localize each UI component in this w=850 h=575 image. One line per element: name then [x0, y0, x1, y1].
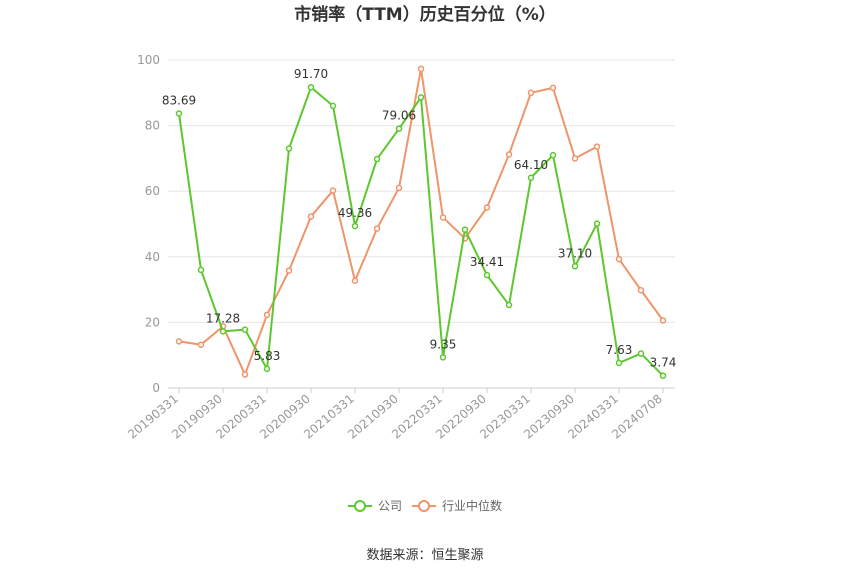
y-tick-label: 40 [145, 250, 160, 264]
data-point-1 [329, 187, 337, 194]
y-tick-label: 100 [137, 53, 160, 67]
data-point-0 [197, 266, 205, 274]
y-tick-label: 80 [145, 119, 160, 133]
data-label: 9.35 [430, 337, 457, 351]
data-point-0 [263, 365, 271, 373]
data-point-1 [241, 371, 249, 378]
data-point-0 [175, 110, 183, 117]
data-point-1 [615, 255, 623, 263]
data-point-1 [593, 143, 601, 150]
y-tick-label: 0 [152, 381, 160, 395]
data-point-0 [505, 301, 513, 309]
data-point-0 [241, 326, 249, 333]
data-label: 37.10 [558, 246, 592, 260]
data-point-0 [593, 220, 601, 227]
data-point-1 [637, 287, 645, 294]
data-label: 7.63 [606, 343, 633, 357]
x-axis: 2019033120190930202003312020093020210331… [125, 388, 665, 442]
series-line-0 [178, 86, 664, 377]
series-line-1 [178, 67, 664, 376]
y-tick-label: 60 [145, 184, 160, 198]
data-point-0 [549, 151, 557, 159]
data-label: 64.10 [514, 158, 548, 172]
data-point-1 [571, 155, 579, 162]
data-point-1 [659, 317, 667, 324]
data-point-1 [351, 277, 359, 284]
data-point-0 [571, 263, 579, 270]
data-point-1 [285, 267, 293, 274]
y-axis: 0 20 40 60 80 100 [137, 53, 160, 395]
data-point-1 [417, 65, 425, 73]
legend-marker-industry-median [418, 500, 430, 512]
data-point-1 [505, 151, 513, 158]
data-labels: 83.69 17.28 5.83 91.70 49.36 79.06 9.35 34.41 64… [162, 67, 677, 370]
data-point-1 [197, 341, 205, 348]
data-label: 17.28 [206, 311, 240, 325]
data-label: 34.41 [470, 255, 504, 269]
legend: 公司 行业中位数 [348, 498, 502, 513]
grid-lines [168, 59, 675, 389]
chart-title: 市销率（TTM）历史百分位（%） [294, 4, 556, 25]
data-point-0 [219, 328, 227, 335]
y-tick-label: 20 [145, 315, 160, 329]
legend-item-company[interactable]: 公司 [348, 499, 402, 513]
data-point-0 [527, 174, 535, 182]
data-point-1 [439, 214, 447, 221]
data-point-0 [615, 359, 623, 367]
data-point-0 [351, 222, 359, 230]
data-label: 5.83 [254, 349, 281, 363]
data-point-0 [637, 350, 645, 357]
legend-label-company: 公司 [378, 499, 402, 513]
data-point-0 [483, 271, 491, 279]
data-point-1 [527, 89, 535, 97]
data-point-0 [417, 94, 425, 101]
data-point-0 [307, 83, 315, 91]
data-point-0 [329, 102, 337, 110]
data-point-0 [285, 145, 293, 152]
data-point-1 [307, 213, 315, 220]
data-point-0 [659, 372, 667, 379]
data-point-0 [461, 226, 469, 233]
legend-item-industry-median[interactable]: 行业中位数 [412, 498, 502, 513]
data-point-1 [395, 184, 403, 192]
data-label: 49.36 [338, 206, 372, 220]
data-point-0 [439, 354, 447, 361]
data-point-1 [483, 204, 491, 211]
legend-label-industry-median: 行业中位数 [442, 498, 502, 513]
legend-marker-company [354, 500, 366, 512]
data-point-1 [373, 225, 381, 232]
data-label: 79.06 [382, 109, 416, 123]
data-point-1 [175, 338, 183, 345]
data-point-0 [395, 125, 403, 132]
data-label: 83.69 [162, 93, 196, 107]
data-label: 91.70 [294, 67, 328, 81]
data-source: 数据来源：恒生聚源 [366, 548, 483, 563]
data-label: 3.74 [650, 356, 677, 370]
series-layer [175, 65, 667, 379]
data-point-1 [549, 84, 557, 92]
data-point-1 [263, 311, 271, 319]
data-point-0 [373, 155, 381, 163]
